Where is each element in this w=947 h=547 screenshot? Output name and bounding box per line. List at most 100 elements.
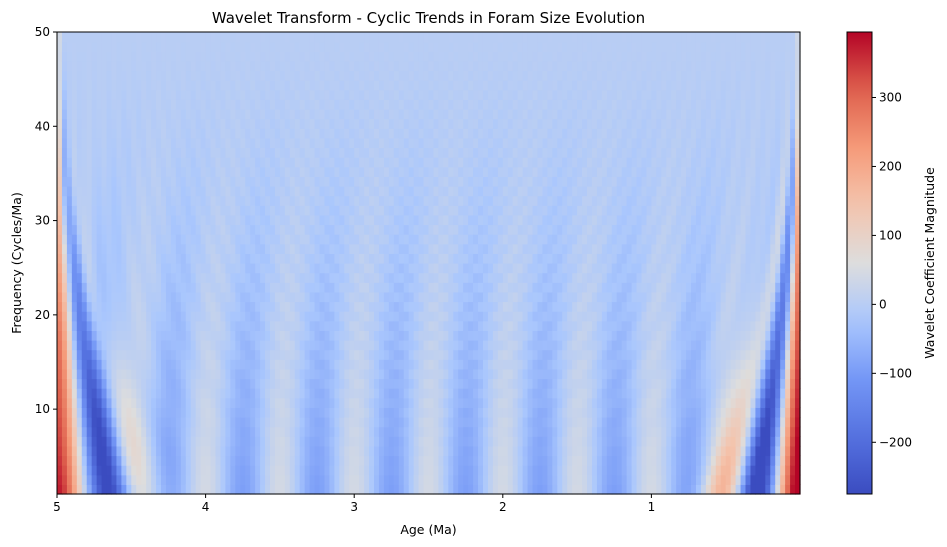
heatmap-cell: [284, 60, 291, 72]
heatmap-cell: [364, 282, 370, 293]
heatmap-cell: [161, 128, 167, 139]
heatmap-cell: [537, 157, 544, 168]
heatmap-cell: [542, 109, 548, 120]
heatmap-cell: [71, 243, 78, 254]
heatmap-cell: [492, 474, 499, 485]
heatmap-cell: [146, 474, 152, 485]
heatmap-cell: [200, 388, 207, 399]
heatmap-cell: [136, 484, 142, 495]
heatmap-cell: [359, 445, 365, 457]
heatmap-cell: [324, 272, 331, 283]
heatmap-cell: [378, 320, 385, 331]
heatmap-cell: [482, 176, 489, 187]
heatmap-cell: [562, 340, 568, 351]
heatmap-cell: [76, 484, 83, 495]
heatmap-cell: [463, 41, 469, 52]
heatmap-cell: [210, 272, 217, 283]
heatmap-cell: [71, 253, 78, 264]
heatmap-cell: [364, 484, 370, 495]
heatmap-cell: [121, 378, 127, 389]
heatmap-cell: [344, 147, 350, 158]
heatmap-cell: [91, 147, 98, 158]
heatmap-cell: [161, 272, 167, 283]
heatmap-cell: [190, 282, 197, 293]
heatmap-cell: [220, 349, 227, 360]
heatmap-cell: [433, 137, 439, 149]
heatmap-cell: [512, 32, 519, 43]
heatmap-cell: [294, 368, 301, 380]
heatmap-cell: [364, 80, 370, 91]
heatmap-cell: [408, 70, 415, 81]
heatmap-cell: [418, 186, 425, 197]
heatmap-cell: [413, 176, 420, 187]
heatmap-cell: [294, 340, 301, 351]
heatmap-cell: [81, 320, 88, 331]
heatmap-cell: [165, 41, 172, 52]
heatmap-cell: [111, 80, 118, 91]
heatmap-cell: [255, 99, 261, 110]
heatmap-cell: [165, 186, 172, 197]
heatmap-cell: [374, 426, 380, 437]
heatmap-cell: [81, 118, 88, 129]
heatmap-cell: [220, 320, 227, 331]
heatmap-cell: [413, 272, 420, 283]
heatmap-cell: [359, 436, 365, 447]
heatmap-cell: [388, 99, 395, 110]
heatmap-cell: [567, 147, 573, 158]
heatmap-cell: [294, 32, 301, 43]
heatmap-cell: [344, 311, 350, 322]
heatmap-cell: [66, 291, 73, 303]
heatmap-cell: [126, 330, 132, 341]
heatmap-cell: [413, 224, 420, 235]
heatmap-cell: [66, 80, 73, 91]
heatmap-cell: [408, 118, 415, 129]
heatmap-cell: [71, 474, 78, 485]
heatmap-cell: [537, 99, 544, 110]
heatmap-cell: [542, 340, 548, 351]
heatmap-cell: [66, 41, 73, 52]
heatmap-cell: [478, 234, 484, 245]
heatmap-cell: [552, 407, 558, 418]
heatmap-cell: [170, 89, 177, 100]
heatmap-cell: [552, 80, 558, 91]
heatmap-cell: [383, 340, 390, 351]
heatmap-cell: [359, 32, 365, 43]
heatmap-cell: [304, 51, 311, 62]
heatmap-cell: [279, 176, 286, 187]
heatmap-cell: [170, 70, 177, 81]
heatmap-cell: [299, 214, 306, 226]
heatmap-cell: [265, 426, 271, 437]
heatmap-cell: [141, 407, 147, 418]
heatmap-cell: [225, 426, 231, 437]
heatmap-cell: [527, 234, 534, 245]
heatmap-cell: [190, 474, 197, 485]
heatmap-cell: [121, 417, 127, 428]
heatmap-cell: [101, 205, 108, 216]
heatmap-cell: [195, 291, 202, 303]
heatmap-cell: [334, 426, 340, 437]
heatmap-cell: [334, 417, 340, 428]
heatmap-cell: [81, 157, 88, 168]
heatmap-cell: [517, 291, 524, 303]
heatmap-cell: [260, 436, 266, 447]
heatmap-cell: [279, 234, 286, 245]
heatmap-cell: [433, 368, 439, 380]
heatmap-cell: [165, 378, 172, 389]
heatmap-cell: [210, 137, 217, 149]
heatmap-cell: [294, 186, 301, 197]
heatmap-cell: [428, 32, 435, 43]
heatmap-cell: [562, 32, 568, 43]
heatmap-cell: [116, 41, 122, 52]
heatmap-cell: [131, 128, 137, 139]
heatmap-cell: [91, 41, 98, 52]
heatmap-cell: [309, 176, 316, 187]
heatmap-cell: [403, 118, 410, 129]
heatmap-cell: [86, 301, 93, 312]
heatmap-cell: [141, 147, 147, 158]
heatmap-cell: [552, 195, 558, 206]
heatmap-cell: [146, 484, 152, 495]
heatmap-cell: [165, 118, 172, 129]
heatmap-cell: [101, 320, 108, 331]
heatmap-cell: [458, 157, 464, 168]
heatmap-cell: [215, 109, 222, 120]
